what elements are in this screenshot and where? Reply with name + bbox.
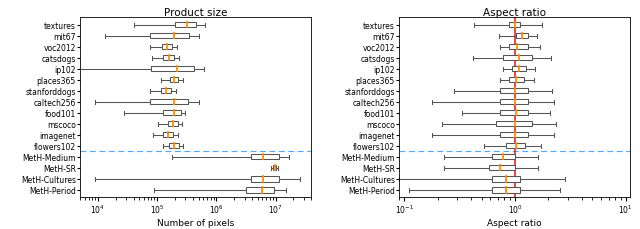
Bar (500, 132, 529, 138)
X-axis label: Aspect ratio: Aspect ratio (488, 218, 542, 226)
Bar (161, 88, 171, 94)
Bar (506, 143, 525, 149)
Bar (497, 121, 532, 127)
Bar (169, 143, 179, 149)
Bar (500, 99, 529, 105)
Bar (162, 44, 172, 50)
Bar (509, 77, 524, 83)
Bar (251, 176, 279, 182)
Bar (503, 55, 532, 61)
Bar (170, 77, 179, 83)
Bar (251, 154, 279, 160)
Bar (246, 187, 275, 193)
Bar (516, 34, 529, 39)
Bar (509, 23, 520, 28)
Bar (168, 121, 178, 127)
Title: Aspect ratio: Aspect ratio (483, 8, 547, 18)
Bar (163, 132, 173, 138)
Bar (492, 187, 520, 193)
X-axis label: Number of pixels: Number of pixels (157, 218, 234, 226)
Bar (492, 154, 515, 160)
Bar (509, 44, 529, 50)
Bar (273, 165, 276, 171)
Bar (500, 110, 529, 116)
Bar (511, 66, 525, 72)
Bar (150, 34, 189, 39)
Bar (150, 99, 188, 105)
Bar (500, 88, 529, 94)
Bar (163, 55, 174, 61)
Bar (151, 66, 194, 72)
Bar (489, 165, 515, 171)
Title: Product size: Product size (164, 8, 227, 18)
Bar (492, 176, 520, 182)
Bar (163, 110, 181, 116)
Bar (175, 23, 196, 28)
